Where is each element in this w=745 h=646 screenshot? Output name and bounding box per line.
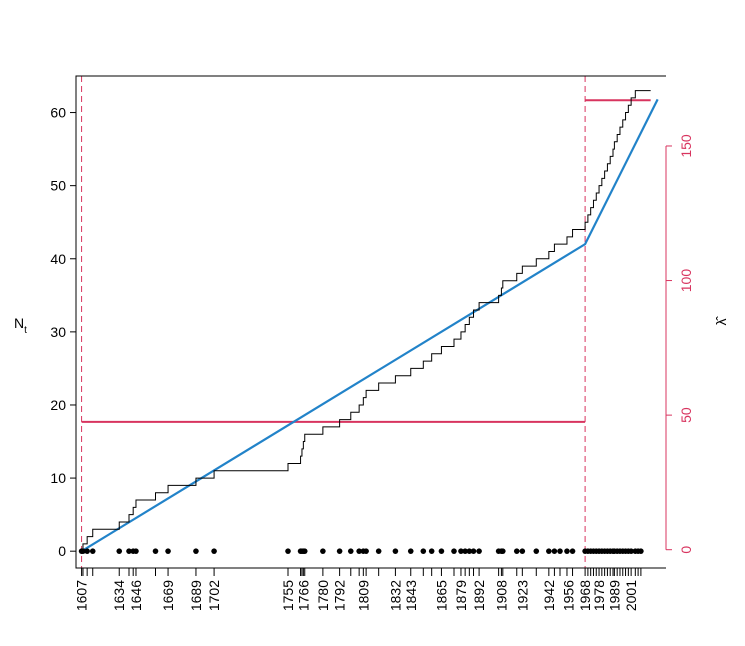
x-tick-label: 1634 — [111, 580, 127, 611]
event-point — [152, 548, 159, 554]
x-tick-label: 1989 — [606, 580, 622, 611]
event-point — [211, 548, 217, 554]
x-tick-label: 1843 — [403, 580, 419, 611]
event-point — [466, 548, 473, 554]
event-point — [407, 548, 414, 554]
event-point — [193, 548, 199, 554]
x-tick-label: 1942 — [541, 580, 557, 611]
event-point — [428, 548, 435, 554]
step-layer — [81, 90, 651, 552]
event-point — [557, 548, 563, 554]
event-point — [458, 548, 464, 554]
event-point — [638, 548, 644, 554]
event-point — [500, 548, 506, 554]
event-point — [116, 548, 123, 554]
event-point — [165, 548, 171, 554]
y-axis-label-main: N — [14, 315, 24, 331]
right-tick-label: 0 — [678, 546, 694, 554]
event-point — [546, 548, 552, 554]
event-point — [356, 548, 362, 554]
event-point — [564, 548, 570, 554]
fit-series-line — [81, 98, 659, 553]
event-point — [519, 548, 526, 554]
y-tick-label: 40 — [50, 251, 66, 267]
rate-layer — [81, 76, 651, 568]
event-point — [438, 548, 445, 554]
x-tick-label: 1669 — [160, 580, 176, 611]
y-axis-label: Nt — [14, 315, 27, 336]
x-tick-label: 1865 — [433, 580, 449, 611]
x-tick-label: 1956 — [560, 580, 576, 611]
x-tick-label: 1908 — [493, 580, 509, 611]
event-point — [392, 548, 399, 554]
y-tick-label: 60 — [50, 105, 66, 121]
x-tick-label: 1923 — [514, 580, 530, 611]
x-tick-label: 1646 — [128, 580, 144, 611]
event-point — [80, 548, 86, 554]
event-point — [126, 548, 132, 554]
event-point — [628, 548, 634, 554]
y-tick-label: 0 — [58, 543, 66, 559]
x-tick-label: 1892 — [471, 580, 487, 611]
event-point — [470, 548, 477, 554]
event-point — [320, 548, 326, 554]
event-point — [513, 548, 520, 554]
event-point — [451, 548, 457, 554]
x-tick-label: 1702 — [206, 580, 222, 611]
y-tick-label: 10 — [50, 470, 66, 486]
x-tick-label: 1607 — [74, 580, 90, 611]
event-point — [533, 548, 540, 554]
x-tick-label: 1766 — [295, 580, 311, 611]
x-tick-label: 1978 — [591, 580, 607, 611]
x-tick-label: 1792 — [332, 580, 348, 611]
y-tick-label: 30 — [50, 324, 66, 340]
event-point — [301, 548, 308, 554]
events-layer — [78, 548, 644, 554]
y-axis-label-subscript: t — [24, 325, 27, 336]
y-tick-label: 50 — [50, 178, 66, 194]
event-point — [462, 548, 468, 554]
event-point — [476, 548, 482, 554]
right-tick-label: 150 — [678, 134, 694, 158]
event-point — [551, 548, 558, 554]
event-point — [285, 548, 291, 554]
event-point — [133, 548, 139, 554]
event-point — [420, 548, 427, 554]
x-tick-label: 2001 — [623, 580, 639, 611]
event-point — [336, 548, 343, 554]
event-point — [347, 548, 354, 554]
event-point — [569, 548, 576, 554]
x-tick-label: 1968 — [577, 580, 593, 611]
event-point — [84, 548, 90, 554]
event-point — [375, 548, 382, 554]
event-point — [89, 548, 96, 554]
x-tick-label: 1879 — [453, 580, 469, 611]
x-tick-label: 1832 — [387, 580, 403, 611]
plot-frame — [75, 75, 666, 569]
fit-layer — [81, 98, 659, 553]
event-point — [363, 548, 369, 554]
axes-layer: 0 10 20 30 40 50 60 0 50 100 150 1607 1634 1646 1669 16… — [50, 75, 694, 611]
step-series-line — [81, 90, 651, 552]
y-tick-label: 20 — [50, 397, 66, 413]
x-tick-label: 1755 — [280, 580, 296, 611]
x-tick-label: 1809 — [355, 580, 371, 611]
right-axis-label: λ̂ — [713, 316, 729, 326]
x-tick-label: 1780 — [315, 580, 331, 611]
right-tick-label: 50 — [678, 407, 694, 423]
right-tick-label: 100 — [678, 269, 694, 293]
x-tick-label: 1689 — [188, 580, 204, 611]
